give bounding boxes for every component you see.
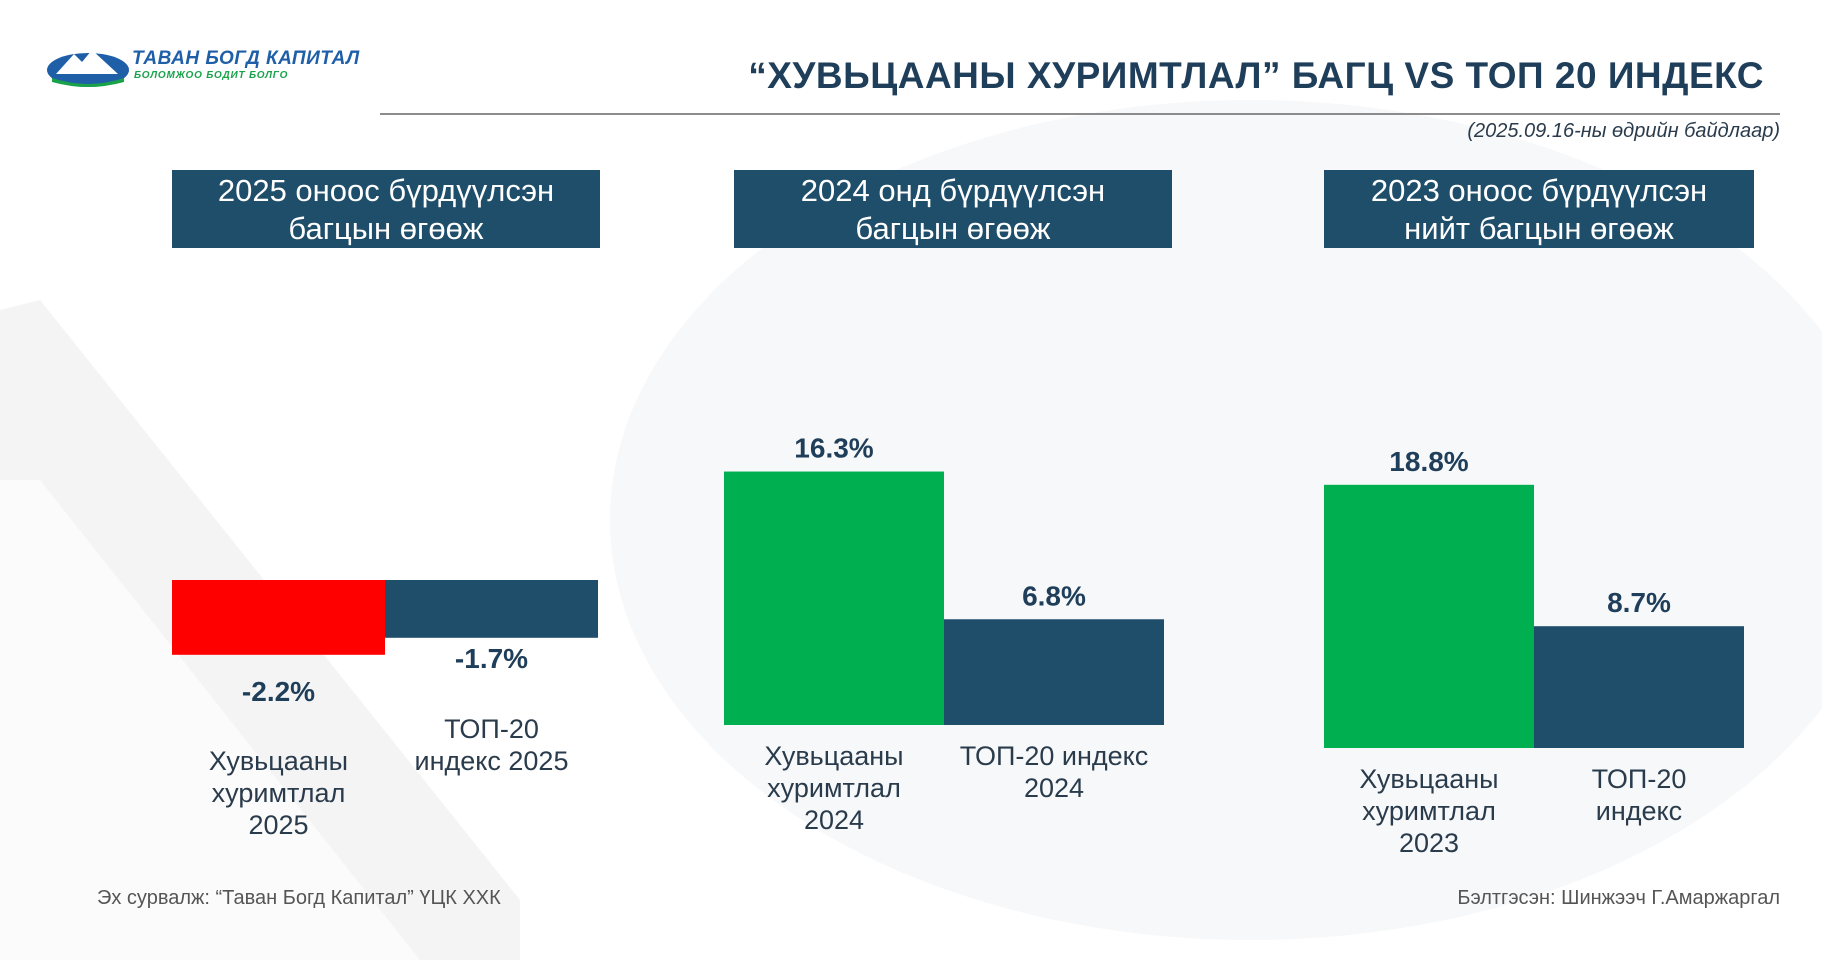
category-label-line: ТОП-20	[444, 714, 539, 744]
company-logo: ТАВАН БОГД КАПИТАЛ БОЛОМЖОО БОДИТ БОЛГО	[46, 44, 359, 94]
category-label-1-0: Хувьцааны хуримтлал 2024	[764, 741, 903, 835]
category-label-line: хуримтлал	[1362, 796, 1496, 826]
category-label-0-0: Хувьцааны хуримтлал 2025	[209, 746, 348, 840]
logo-tagline: БОЛОМЖОО БОДИТ БОЛГО	[134, 70, 289, 81]
page-title: “ХУВЬЦААНЫ ХУРИМТЛАЛ” БАГЦ VS ТОП 20 ИНД…	[748, 55, 1764, 96]
bar-0-1	[385, 580, 598, 638]
panel-title-2024-line-1: 2024 онд бүрдүүлсэн	[800, 173, 1106, 208]
data-label-2-0: 18.8%	[1389, 446, 1468, 477]
data-label-1-1: 6.8%	[1022, 580, 1086, 611]
panel-title-2025-line-2: багцын өгөөж	[288, 211, 484, 246]
category-label-line: Хувьцааны	[764, 741, 903, 771]
category-label-line: индекс 2025	[415, 746, 569, 776]
panel-title-2024: 2024 онд бүрдүүлсэн багцын өгөөж	[734, 170, 1172, 248]
category-label-line: 2024	[804, 805, 864, 835]
category-label-line: хуримтлал	[212, 778, 346, 808]
category-label-line: индекс	[1596, 796, 1682, 826]
panel-title-2025-line-1: 2025 оноос бүрдүүлсэн	[217, 173, 555, 208]
category-label-line: 2023	[1399, 828, 1459, 858]
bar-0-0	[172, 580, 385, 655]
category-label-line: ТОП-20	[1592, 764, 1687, 794]
bar-2-0	[1324, 484, 1534, 748]
as-of-date: (2025.09.16-ны өдрийн байдлаар)	[1467, 120, 1780, 142]
category-label-line: ТОП-20 индекс	[960, 741, 1149, 771]
category-label-line: Хувьцааны	[1359, 764, 1498, 794]
data-label-0-0: -2.2%	[242, 676, 315, 707]
panel-title-2023-line-1: 2023 оноос бүрдүүлсэн	[1370, 173, 1708, 208]
source-note: Эх сурвалж: “Таван Богд Капитал” ҮЦК ХХК	[97, 887, 501, 909]
panel-title-2024-line-2: багцын өгөөж	[855, 211, 1051, 246]
category-label-1-1: ТОП-20 индекс 2024	[960, 741, 1149, 803]
bar-2-1	[1534, 626, 1744, 748]
category-label-0-1: ТОП-20 индекс 2025	[415, 714, 569, 776]
data-label-2-1: 8.7%	[1607, 587, 1671, 618]
logo-name: ТАВАН БОГД КАПИТАЛ	[132, 48, 360, 69]
prepared-by-note: Бэлтгэсэн: Шинжээч Г.Амаржаргал	[1457, 887, 1780, 909]
panel-title-2023-line-2: нийт багцын өгөөж	[1404, 211, 1674, 246]
title-divider	[380, 113, 1780, 115]
category-label-line: 2024	[1024, 773, 1084, 803]
mountain-logo-icon	[47, 50, 129, 87]
panel-title-2023: 2023 оноос бүрдүүлсэн нийт багцын өгөөж	[1324, 170, 1754, 248]
category-label-line: Хувьцааны	[209, 746, 348, 776]
bar-1-0	[724, 471, 944, 725]
category-label-line: хуримтлал	[767, 773, 901, 803]
bar-1-1	[944, 619, 1164, 725]
data-label-1-0: 16.3%	[794, 433, 873, 464]
data-label-0-1: -1.7%	[455, 643, 528, 674]
category-label-line: 2025	[248, 810, 308, 840]
category-label-2-0: Хувьцааны хуримтлал 2023	[1359, 764, 1498, 858]
panel-title-2025: 2025 оноос бүрдүүлсэн багцын өгөөж	[172, 170, 600, 248]
category-label-2-1: ТОП-20 индекс	[1592, 764, 1687, 826]
